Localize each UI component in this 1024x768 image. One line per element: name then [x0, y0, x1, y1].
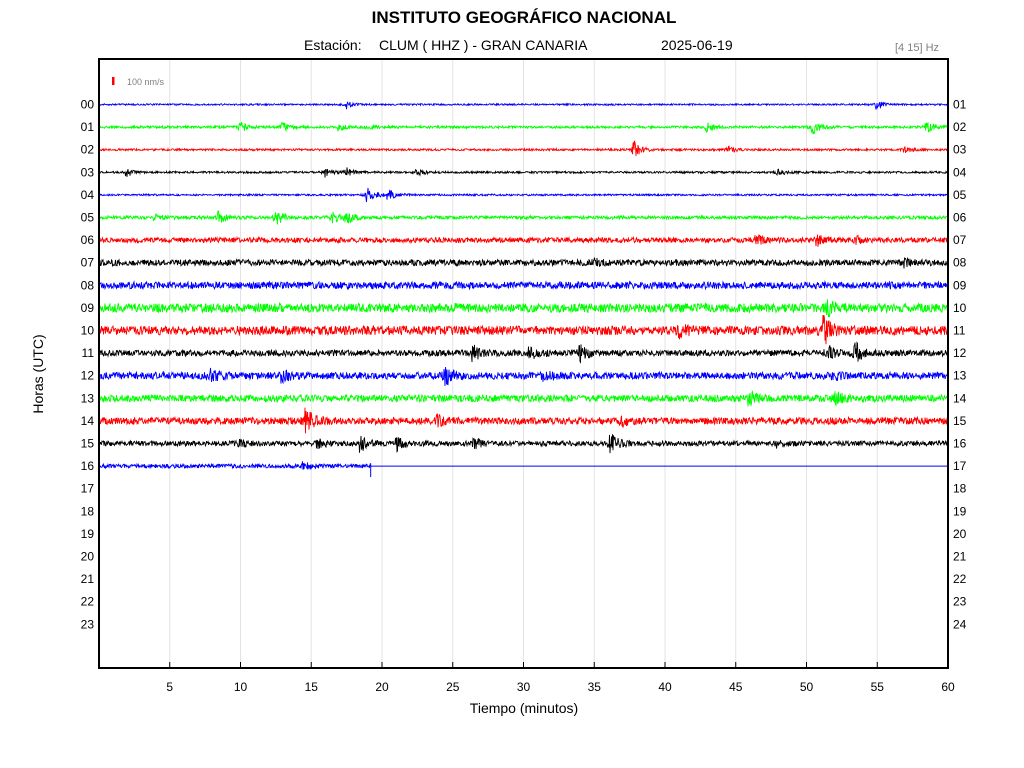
- hour-label-right: 08: [953, 256, 967, 270]
- hour-label-right: 13: [953, 369, 967, 383]
- hour-label-right: 20: [953, 527, 967, 541]
- hour-label-right: 17: [953, 459, 967, 473]
- trace-hour-13: [99, 390, 949, 407]
- hour-label-left: 03: [81, 165, 95, 179]
- seismic-traces: [99, 101, 949, 478]
- x-tick-label: 50: [800, 680, 814, 694]
- hour-label-left: 14: [81, 414, 95, 428]
- x-tick-label: 60: [941, 680, 955, 694]
- trace-hour-04: [99, 187, 949, 203]
- x-tick-label: 45: [729, 680, 743, 694]
- x-tick-label: 5: [166, 680, 173, 694]
- hour-label-left: 11: [82, 346, 95, 360]
- x-tick-label: 40: [658, 680, 672, 694]
- hour-label-right: 24: [953, 617, 967, 631]
- x-tick-label: 25: [446, 680, 460, 694]
- hour-label-left: 22: [81, 595, 95, 609]
- hour-label-right: 11: [953, 324, 966, 338]
- hour-label-right: 18: [953, 482, 967, 496]
- x-axis-label: Tiempo (minutos): [469, 700, 579, 716]
- trace-hour-06: [99, 234, 949, 247]
- hour-label-left: 07: [81, 256, 95, 270]
- chart-title: INSTITUTO GEOGRÁFICO NACIONAL: [371, 8, 677, 27]
- hour-label-right: 04: [953, 165, 967, 179]
- hour-label-right: 19: [953, 504, 967, 518]
- hour-label-right: 14: [953, 391, 967, 405]
- scale-label: 100 nm/s: [127, 77, 165, 87]
- hour-label-right: 06: [953, 211, 967, 225]
- hour-label-right: 23: [953, 595, 967, 609]
- trace-hour-02: [99, 140, 949, 156]
- hour-label-left: 20: [81, 550, 95, 564]
- hour-label-right: 02: [953, 120, 967, 134]
- frequency-band: [4 15] Hz: [895, 42, 940, 54]
- hour-label-left: 00: [81, 98, 95, 112]
- trace-hour-14: [99, 407, 949, 434]
- hour-label-left: 09: [81, 301, 95, 315]
- hour-label-left: 02: [81, 143, 95, 157]
- hour-label-right: 16: [953, 437, 967, 451]
- hour-label-left: 13: [81, 391, 95, 405]
- hour-label-right: 12: [953, 346, 967, 360]
- scale-bar: [112, 77, 115, 85]
- hour-label-left: 08: [81, 278, 95, 292]
- grid-lines: [169, 59, 878, 668]
- trace-hour-15: [99, 434, 949, 454]
- hour-label-right: 05: [953, 188, 967, 202]
- hour-label-left: 19: [81, 527, 95, 541]
- hour-label-right: 21: [953, 550, 967, 564]
- hour-label-right: 07: [953, 233, 967, 247]
- trace-hour-03: [100, 167, 949, 178]
- axis-ticks: 5 10 15 20 25 30 35 40 45 50 55 60 00 01 02 03 04 05 06 07 0…: [81, 98, 967, 695]
- station-name: CLUM ( HHZ ) - GRAN CANARIA: [379, 37, 588, 53]
- trace-hour-11: [99, 341, 949, 364]
- trace-hour-00: [99, 101, 949, 111]
- date-label: 2025-06-19: [661, 37, 733, 53]
- x-tick-label: 20: [375, 680, 389, 694]
- hour-label-left: 16: [81, 459, 95, 473]
- hour-label-right: 01: [953, 98, 967, 112]
- trace-hour-07: [99, 257, 949, 269]
- hour-label-left: 15: [81, 437, 95, 451]
- hour-label-left: 06: [81, 233, 95, 247]
- trace-hour-12: [99, 367, 949, 387]
- trace-hour-10: [99, 315, 949, 345]
- hour-label-right: 09: [953, 278, 967, 292]
- x-tick-label: 55: [871, 680, 885, 694]
- station-label: Estación:: [304, 37, 362, 53]
- hour-label-left: 21: [81, 572, 95, 586]
- hour-label-left: 04: [81, 188, 95, 202]
- x-tick-label: 10: [234, 680, 248, 694]
- hour-label-left: 18: [81, 504, 95, 518]
- trace-hour-16: [99, 461, 371, 471]
- hour-label-left: 10: [81, 324, 95, 338]
- hour-label-left: 23: [81, 617, 95, 631]
- trace-hour-08: [99, 280, 949, 291]
- hour-label-left: 17: [81, 482, 95, 496]
- hour-label-right: 03: [953, 143, 967, 157]
- hour-label-left: 12: [81, 369, 95, 383]
- trace-hour-05: [99, 210, 949, 225]
- hour-label-right: 10: [953, 301, 967, 315]
- hour-label-left: 05: [81, 211, 95, 225]
- hour-label-left: 01: [81, 120, 95, 134]
- x-tick-label: 35: [588, 680, 602, 694]
- x-tick-label: 30: [517, 680, 531, 694]
- trace-hour-09: [99, 299, 949, 318]
- hour-label-right: 15: [953, 414, 967, 428]
- x-tick-label: 15: [305, 680, 319, 694]
- hour-label-right: 22: [953, 572, 967, 586]
- trace-hour-01: [99, 121, 949, 135]
